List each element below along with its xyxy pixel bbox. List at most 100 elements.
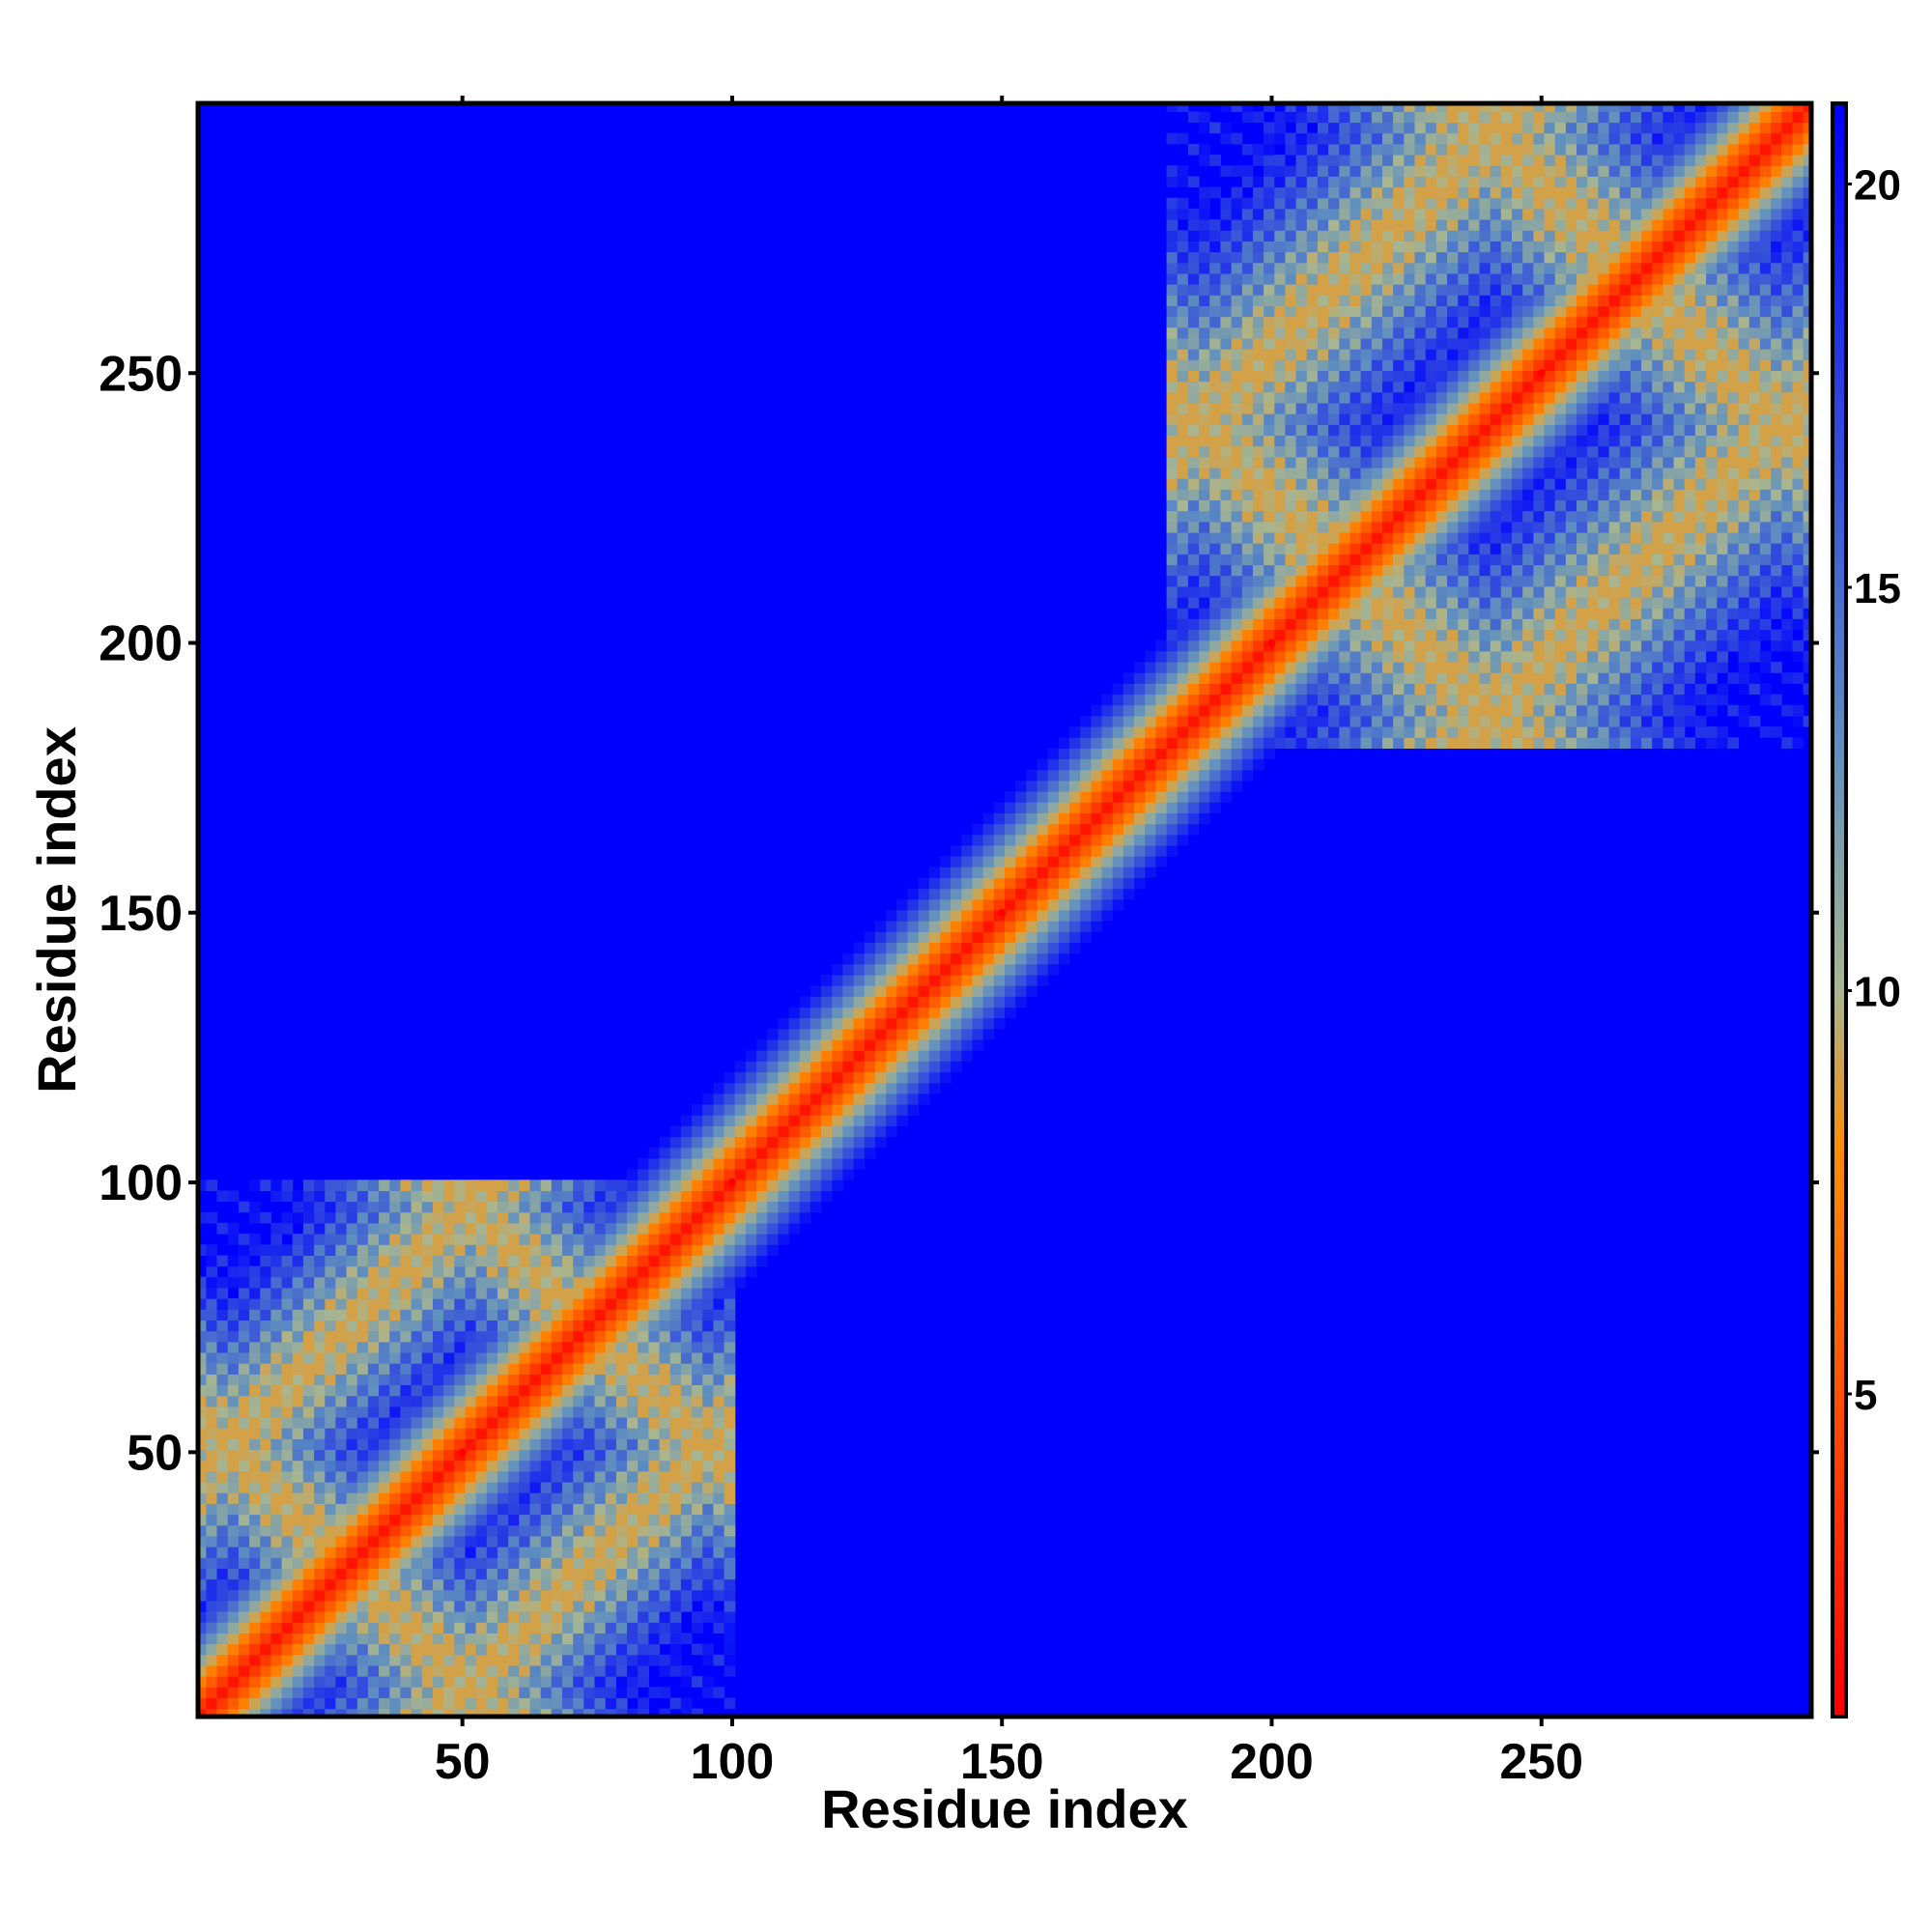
heatmap-cell [1220, 230, 1233, 242]
heatmap-cell [421, 1211, 434, 1224]
heatmap-cell [1166, 532, 1179, 544]
heatmap-cell [1220, 251, 1233, 264]
heatmap-cell [238, 1276, 250, 1289]
heatmap-cell [227, 1309, 240, 1321]
heatmap-cell [680, 1428, 693, 1439]
heatmap-cell [1037, 898, 1049, 911]
heatmap-cell [519, 1438, 530, 1451]
heatmap-cell [400, 1255, 412, 1267]
heatmap-cell [734, 1201, 747, 1213]
heatmap-cell [648, 1265, 661, 1278]
heatmap-cell [1177, 165, 1189, 177]
heatmap-cell [1209, 597, 1221, 609]
heatmap-cell [1360, 468, 1373, 479]
heatmap-cell [886, 985, 897, 997]
heatmap-cell [1134, 769, 1146, 781]
heatmap-cell [529, 1320, 542, 1332]
heatmap-cell [551, 1417, 563, 1429]
heatmap-cell [961, 1050, 973, 1062]
heatmap-cell [1425, 629, 1437, 641]
heatmap-cell [928, 1082, 941, 1094]
heatmap-cell [1101, 769, 1114, 781]
heatmap-cell [1447, 435, 1459, 447]
heatmap-cell [529, 1406, 542, 1418]
heatmap-cell [669, 1492, 682, 1504]
heatmap-cell [1328, 284, 1340, 296]
heatmap-cell [325, 1492, 336, 1504]
heatmap-cell [1404, 219, 1415, 231]
heatmap-cell [1317, 186, 1329, 199]
heatmap-cell [1458, 445, 1469, 458]
heatmap-cell [573, 1255, 584, 1267]
heatmap-cell [680, 1136, 693, 1149]
heatmap-cell [1447, 359, 1459, 371]
heatmap-cell [669, 1374, 682, 1385]
heatmap-cell [454, 1417, 466, 1429]
heatmap-cell [551, 1622, 563, 1634]
heatmap-cell [486, 1568, 498, 1580]
heatmap-cell [1306, 111, 1319, 124]
heatmap-cell [433, 1697, 444, 1710]
heatmap-cell [216, 1514, 229, 1526]
heatmap-cell [1264, 726, 1275, 738]
heatmap-cell [778, 1157, 790, 1170]
heatmap-cell [292, 1697, 304, 1710]
heatmap-cell [638, 1676, 649, 1688]
heatmap-cell [810, 1061, 822, 1073]
heatmap-cell [206, 1395, 218, 1407]
heatmap-cell [206, 1514, 218, 1526]
heatmap-cell [1328, 143, 1340, 156]
heatmap-cell [573, 1374, 584, 1385]
heatmap-cell [1360, 295, 1373, 306]
heatmap-cell [1458, 489, 1469, 500]
heatmap-cell [1339, 510, 1350, 523]
heatmap-cell [1220, 262, 1233, 274]
heatmap-cell [1393, 305, 1405, 318]
heatmap-cell [270, 1298, 283, 1310]
heatmap-cell [669, 1341, 682, 1353]
heatmap-cell [713, 1244, 725, 1256]
heatmap-cell [227, 1514, 240, 1526]
heatmap-cell [433, 1234, 444, 1245]
heatmap-cell [1134, 834, 1146, 846]
heatmap-cell [605, 1514, 617, 1526]
heatmap-cell [1295, 554, 1308, 566]
heatmap-cell [529, 1664, 542, 1677]
heatmap-cell [519, 1449, 530, 1462]
heatmap-cell [1382, 650, 1394, 663]
heatmap-cell [270, 1611, 283, 1623]
heatmap-cell [421, 1654, 434, 1666]
heatmap-cell [1414, 272, 1427, 285]
heatmap-cell [1435, 726, 1448, 738]
heatmap-cell [216, 1255, 229, 1267]
heatmap-cell [799, 1190, 811, 1203]
heatmap-cell [896, 1050, 908, 1062]
heatmap-cell [1209, 650, 1221, 663]
heatmap-cell [356, 1449, 369, 1462]
heatmap-cell [1187, 737, 1200, 749]
heatmap-cell [281, 1492, 294, 1504]
heatmap-cell [951, 845, 962, 857]
heatmap-cell [1187, 748, 1200, 760]
heatmap-cell [638, 1330, 649, 1343]
heatmap-cell [1241, 284, 1254, 296]
heatmap-cell [1382, 295, 1394, 306]
heatmap-cell [638, 1309, 649, 1321]
heatmap-cell [400, 1514, 412, 1526]
heatmap-cell [1122, 672, 1135, 684]
heatmap-cell [335, 1417, 348, 1429]
heatmap-cell [508, 1524, 520, 1537]
heatmap-cell [433, 1211, 444, 1224]
heatmap-cell [1447, 489, 1459, 500]
heatmap-cell [475, 1535, 488, 1548]
heatmap-cell [605, 1460, 617, 1472]
heatmap-cell [1264, 349, 1275, 360]
heatmap-cell [206, 1535, 218, 1548]
heatmap-cell [1404, 197, 1415, 210]
heatmap-cell [1274, 262, 1286, 274]
heatmap-cell [680, 1633, 693, 1645]
heatmap-cell [1350, 510, 1362, 523]
heatmap-cell [702, 1298, 714, 1310]
heatmap-cell [724, 1568, 736, 1580]
heatmap-cell [638, 1524, 649, 1537]
